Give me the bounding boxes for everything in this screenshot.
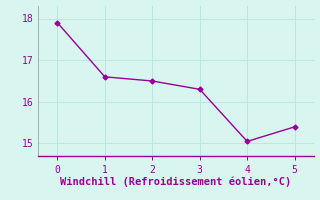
X-axis label: Windchill (Refroidissement éolien,°C): Windchill (Refroidissement éolien,°C): [60, 176, 292, 187]
